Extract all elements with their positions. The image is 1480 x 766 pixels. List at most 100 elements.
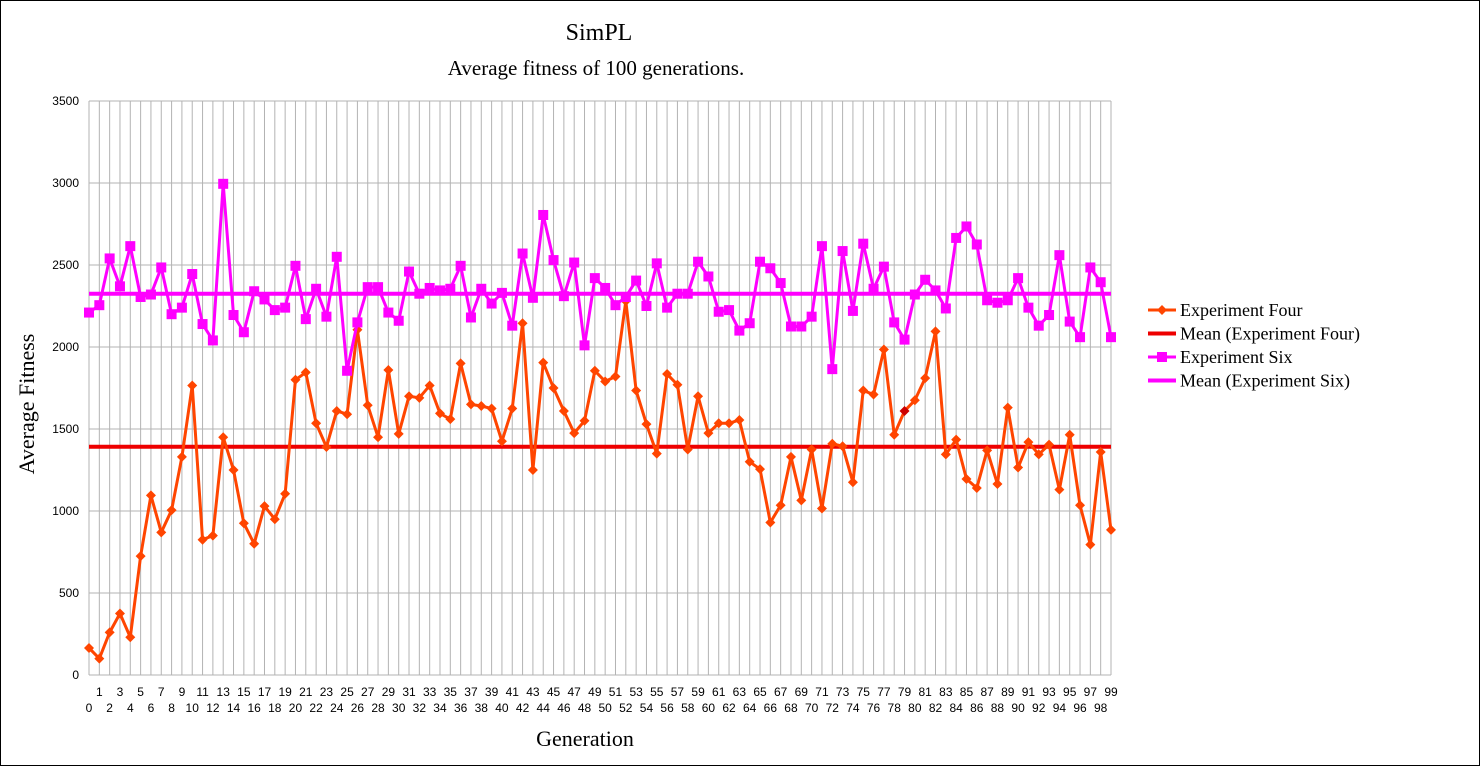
series-line [88, 182, 1113, 373]
x-tick-label: 84 [949, 701, 963, 715]
data-point-square [589, 273, 600, 284]
data-point-square [1054, 250, 1065, 261]
x-tick-label: 93 [1042, 685, 1056, 699]
x-tick-label: 72 [826, 701, 840, 715]
x-tick-label: 24 [330, 701, 344, 715]
x-tick-label: 91 [1022, 685, 1036, 699]
data-point-square [693, 256, 704, 267]
data-point-square [434, 285, 445, 296]
data-point-square [228, 310, 239, 321]
x-tick-label: 50 [598, 701, 612, 715]
data-point-diamond [259, 501, 270, 512]
y-axis-title: Average Fitness [14, 334, 39, 475]
x-tick-label: 22 [309, 701, 323, 715]
x-tick-label: 49 [588, 685, 602, 699]
data-point-square [465, 312, 476, 323]
x-tick-label: 43 [526, 685, 540, 699]
x-tick-label: 27 [361, 685, 375, 699]
data-point-diamond [682, 444, 693, 455]
data-point-square [321, 311, 332, 322]
x-tick-label: 10 [186, 701, 200, 715]
data-point-diamond [569, 428, 580, 439]
data-point-square [1044, 310, 1055, 321]
data-point-square [259, 294, 270, 305]
data-point-diamond [889, 429, 900, 440]
data-point-diamond [827, 438, 838, 449]
data-point-square [920, 274, 931, 285]
legend-marker-diamond [1157, 305, 1167, 315]
data-point-diamond [920, 373, 931, 384]
x-tick-label: 86 [970, 701, 984, 715]
data-point-square [187, 269, 198, 280]
data-point-square [342, 365, 353, 376]
data-point-square [806, 311, 817, 322]
data-point-square [847, 305, 858, 316]
data-point-square [507, 320, 518, 331]
data-point-square [682, 288, 693, 299]
data-point-diamond [187, 380, 198, 391]
data-point-diamond [589, 365, 600, 376]
x-tick-label: 54 [640, 701, 654, 715]
x-tick-label: 52 [619, 701, 633, 715]
data-point-square [765, 263, 776, 274]
x-tick-label: 14 [227, 701, 241, 715]
data-point-square [631, 275, 642, 286]
x-tick-label: 4 [127, 701, 134, 715]
data-point-diamond [527, 465, 538, 475]
y-tick-label: 3500 [52, 94, 79, 108]
x-tick-label: 69 [795, 685, 809, 699]
data-point-square [641, 301, 652, 311]
x-tick-label: 38 [475, 701, 489, 715]
data-point-diamond [496, 436, 507, 447]
data-point-square [373, 282, 384, 293]
chart-title: SimPL [566, 20, 633, 46]
data-point-diamond [331, 405, 342, 416]
x-tick-label: 37 [464, 685, 478, 699]
data-point-diamond [166, 505, 177, 516]
data-point-diamond [269, 514, 280, 525]
x-tick-label: 61 [712, 685, 726, 699]
data-point-square [269, 305, 280, 316]
x-tick-label: 7 [158, 685, 165, 699]
legend-label: Experiment Four [1180, 300, 1302, 320]
data-point-square [569, 257, 580, 268]
data-point-square [156, 262, 167, 273]
x-tick-label: 97 [1084, 685, 1098, 699]
data-point-diamond [445, 414, 456, 425]
data-point-square [476, 283, 487, 294]
x-tick-label: 39 [485, 685, 499, 699]
x-tick-label: 45 [547, 685, 561, 699]
data-point-diamond [579, 415, 590, 426]
x-tick-label: 60 [702, 701, 716, 715]
x-tick-label: 67 [774, 685, 788, 699]
data-point-diamond [228, 465, 239, 475]
x-tick-label: 9 [179, 685, 186, 699]
data-point-square [166, 309, 177, 320]
plot-grid [88, 100, 1112, 676]
data-point-square [982, 295, 993, 306]
data-point-square [414, 288, 425, 299]
x-tick-label: 13 [217, 685, 231, 699]
data-point-diamond [238, 518, 249, 529]
data-point-square [424, 282, 435, 293]
data-point-diamond [837, 441, 848, 452]
y-tick-label: 500 [59, 586, 79, 600]
x-tick-label: 26 [351, 701, 365, 715]
data-point-diamond [424, 380, 435, 391]
y-tick-label: 1000 [52, 504, 79, 518]
data-point-diamond [342, 409, 353, 420]
x-tick-label: 71 [815, 685, 829, 699]
data-point-diamond [982, 445, 993, 456]
x-tick-label: 77 [877, 685, 891, 699]
data-point-diamond [414, 392, 425, 403]
data-point-square [785, 321, 796, 332]
x-tick-label: 29 [382, 685, 396, 699]
x-tick-label: 31 [402, 685, 416, 699]
x-tick-label: 68 [784, 701, 798, 715]
x-tick-label: 25 [340, 685, 354, 699]
data-point-square [703, 271, 714, 282]
x-tick-label: 28 [371, 701, 385, 715]
data-point-diamond [672, 379, 683, 390]
y-tick-label: 2000 [52, 340, 79, 354]
data-point-square [280, 302, 291, 313]
